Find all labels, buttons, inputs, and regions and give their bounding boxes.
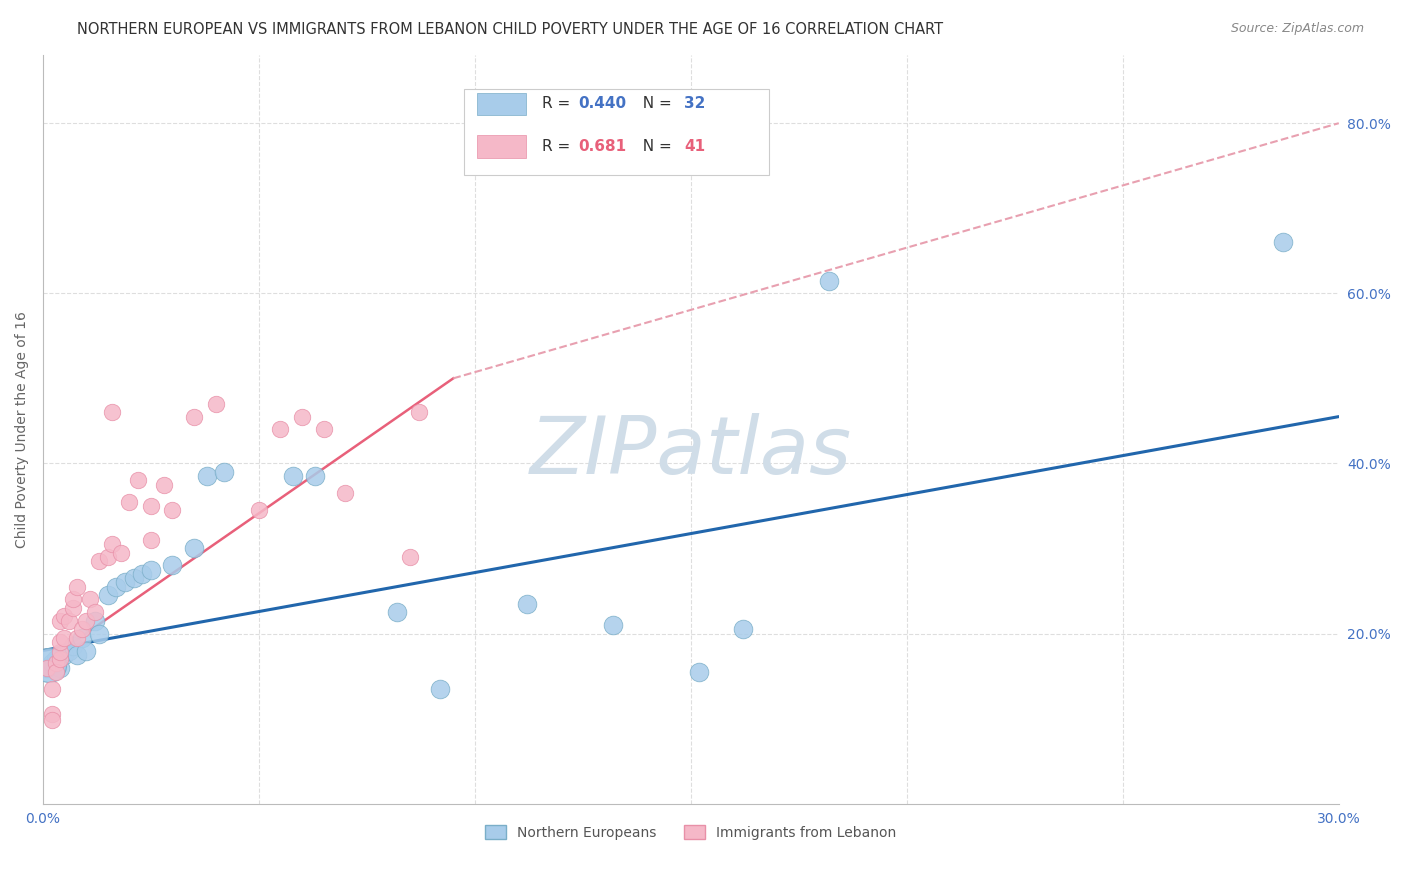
Point: [139, 533, 162, 547]
Point: [58, 614, 80, 628]
Point: [131, 566, 153, 581]
FancyBboxPatch shape: [464, 89, 769, 175]
Point: [41, 681, 63, 696]
Point: [183, 409, 205, 424]
Legend: Northern Europeans, Immigrants from Lebanon: Northern Europeans, Immigrants from Leba…: [479, 820, 903, 846]
Text: N =: N =: [633, 139, 676, 154]
Point: [83, 614, 105, 628]
Point: [41, 707, 63, 722]
Point: [38, 657, 60, 672]
FancyBboxPatch shape: [477, 136, 526, 158]
Point: [45, 665, 67, 679]
Point: [195, 469, 218, 483]
Point: [41, 713, 63, 727]
Point: [53, 609, 76, 624]
Point: [87, 554, 110, 568]
Point: [53, 648, 76, 662]
Point: [70, 631, 93, 645]
Point: [62, 640, 84, 654]
Point: [153, 477, 176, 491]
Point: [1271, 235, 1294, 250]
Point: [75, 614, 97, 628]
Point: [183, 541, 205, 556]
Point: [66, 580, 89, 594]
Point: [97, 549, 120, 564]
Point: [45, 652, 67, 666]
Point: [49, 660, 72, 674]
Point: [49, 635, 72, 649]
Point: [247, 503, 270, 517]
Point: [818, 274, 841, 288]
Text: 41: 41: [685, 139, 706, 154]
Point: [49, 614, 72, 628]
Point: [101, 405, 124, 419]
Point: [118, 494, 141, 508]
Point: [304, 469, 326, 483]
Point: [204, 397, 226, 411]
Text: NORTHERN EUROPEAN VS IMMIGRANTS FROM LEBANON CHILD POVERTY UNDER THE AGE OF 16 C: NORTHERN EUROPEAN VS IMMIGRANTS FROM LEB…: [77, 22, 943, 37]
Point: [162, 558, 184, 573]
Point: [110, 546, 132, 560]
Text: 0.440: 0.440: [578, 96, 626, 112]
Point: [429, 681, 451, 696]
Point: [70, 622, 93, 636]
Point: [58, 643, 80, 657]
Point: [62, 601, 84, 615]
Point: [75, 643, 97, 657]
Text: R =: R =: [541, 96, 575, 112]
Point: [731, 622, 754, 636]
FancyBboxPatch shape: [477, 93, 526, 115]
Point: [41, 657, 63, 671]
Y-axis label: Child Poverty Under the Age of 16: Child Poverty Under the Age of 16: [15, 311, 30, 548]
Point: [127, 474, 149, 488]
Text: Source: ZipAtlas.com: Source: ZipAtlas.com: [1230, 22, 1364, 36]
Point: [49, 645, 72, 659]
Point: [114, 575, 136, 590]
Point: [283, 469, 305, 483]
Text: 0.681: 0.681: [578, 139, 626, 154]
Point: [53, 631, 76, 645]
Point: [105, 580, 128, 594]
Point: [87, 626, 110, 640]
Point: [62, 592, 84, 607]
Point: [214, 465, 236, 479]
Point: [79, 592, 101, 607]
Text: 32: 32: [685, 96, 706, 112]
Point: [162, 503, 184, 517]
Point: [97, 588, 120, 602]
Point: [83, 605, 105, 619]
Point: [101, 537, 124, 551]
Point: [139, 499, 162, 513]
Point: [49, 652, 72, 666]
Text: ZIPatlas: ZIPatlas: [530, 413, 852, 491]
Point: [385, 605, 408, 619]
Point: [139, 563, 162, 577]
Point: [335, 486, 357, 500]
Point: [688, 665, 710, 679]
Point: [37, 660, 59, 674]
Point: [66, 631, 89, 645]
Point: [37, 660, 59, 674]
Point: [45, 657, 67, 671]
Text: N =: N =: [633, 96, 676, 112]
Point: [66, 648, 89, 662]
Point: [408, 405, 430, 419]
Point: [602, 618, 624, 632]
Text: R =: R =: [541, 139, 575, 154]
Point: [269, 422, 291, 436]
Point: [312, 422, 335, 436]
Point: [291, 409, 314, 424]
Point: [399, 549, 422, 564]
Point: [122, 571, 145, 585]
Point: [516, 597, 538, 611]
